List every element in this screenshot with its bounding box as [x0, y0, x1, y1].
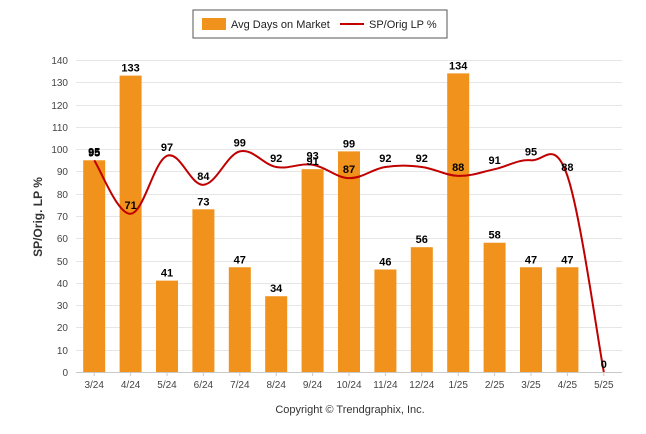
y-axis-title: SP/Orig. LP %: [31, 177, 45, 257]
bar-value-label: 134: [449, 60, 468, 72]
y-tick-label: 10: [57, 346, 69, 357]
bar-value-label: 56: [416, 234, 428, 246]
line-value-label: 91: [488, 155, 500, 167]
bar: [156, 280, 178, 372]
bar: [447, 73, 470, 372]
y-tick-label: 50: [57, 257, 69, 268]
line-value-label: 88: [561, 162, 573, 174]
bar: [483, 242, 506, 372]
x-tick-label: 4/25: [558, 380, 578, 391]
line-value-label: 71: [124, 200, 136, 212]
x-tick-label: 2/25: [485, 380, 505, 391]
bar: [119, 75, 142, 372]
legend-label-line: SP/Orig LP %: [369, 19, 437, 31]
x-tick-label: 5/25: [594, 380, 614, 391]
bar-value-label: 47: [561, 254, 573, 266]
bar-value-label: 0: [601, 359, 607, 371]
y-tick-label: 110: [52, 123, 68, 134]
line-value-label: 84: [197, 171, 210, 183]
legend: Avg Days on Market SP/Orig LP %: [192, 9, 448, 39]
x-tick-label: 3/25: [521, 380, 541, 391]
y-tick-label: 30: [57, 301, 69, 312]
bar: [374, 269, 397, 372]
bar: [265, 296, 288, 372]
y-axis: 0 10 20 30 40 50 60 70 80 90 100 110 120 130 140: [51, 56, 68, 379]
bar-value-label: 47: [234, 254, 246, 266]
legend-bar-swatch: [202, 18, 226, 30]
x-axis: 3/24 4/24 5/24 6/24 7/24 8/24 9/24 10/24 11/24 12…: [84, 372, 614, 391]
y-tick-label: 0: [62, 368, 68, 379]
bar: [192, 209, 215, 372]
bar-value-label: 47: [525, 254, 537, 266]
y-tick-label: 40: [57, 279, 69, 290]
line-series: [93, 150, 605, 373]
bar: [301, 169, 324, 372]
bar: [338, 151, 360, 372]
bar-value-label: 91: [306, 156, 318, 168]
y-tick-label: 80: [57, 190, 69, 201]
y-tick-label: 20: [57, 323, 69, 334]
x-tick-label: 10/24: [336, 380, 361, 391]
x-tick-label: 9/24: [303, 380, 323, 391]
bar-value-label: 58: [488, 230, 500, 242]
bar-value-label: 34: [270, 283, 283, 295]
y-tick-label: 120: [51, 101, 68, 112]
bar-value-label: 99: [343, 138, 355, 150]
sp-orig-lp-line: [93, 150, 605, 373]
y-tick-label: 140: [51, 56, 68, 67]
line-value-label: 92: [416, 153, 428, 165]
line-value-label: 92: [379, 153, 391, 165]
y-tick-label: 90: [57, 167, 69, 178]
line-value-label: 95: [88, 146, 100, 158]
x-tick-label: 3/24: [84, 380, 104, 391]
line-value-label: 97: [161, 142, 173, 154]
legend-label-bars: Avg Days on Market: [231, 19, 330, 31]
bars: [83, 73, 579, 372]
y-tick-label: 60: [57, 234, 69, 245]
bar-value-label: 41: [161, 268, 173, 280]
bar-value-label: 95: [88, 147, 100, 159]
line-value-label: 88: [452, 162, 464, 174]
copyright-footer: Copyright © Trendgraphix, Inc.: [275, 404, 424, 416]
x-tick-label: 4/24: [121, 380, 141, 391]
x-tick-label: 8/24: [266, 380, 286, 391]
data-labels: 95 133 41 73 47 34 91 99 46 56 134 58 47 47 0 95 71 97 84 9…: [88, 60, 607, 371]
x-tick-label: 5/24: [157, 380, 177, 391]
line-value-label: 95: [525, 146, 537, 158]
x-tick-label: 12/24: [409, 380, 434, 391]
bar: [556, 267, 579, 372]
y-tick-label: 100: [51, 145, 68, 156]
bar-value-label: 133: [121, 63, 139, 75]
x-tick-label: 1/25: [448, 380, 468, 391]
y-tick-label: 70: [57, 212, 69, 223]
bar-value-label: 73: [197, 196, 209, 208]
line-value-label: 93: [306, 151, 318, 163]
legend-box: [192, 9, 448, 39]
bar-value-label: 46: [379, 256, 391, 268]
bar: [83, 160, 106, 372]
line-value-label: 92: [270, 153, 282, 165]
line-value-label: 87: [343, 164, 355, 176]
x-tick-label: 6/24: [194, 380, 214, 391]
x-tick-label: 11/24: [373, 380, 398, 391]
line-value-label: 99: [234, 137, 246, 149]
x-tick-label: 7/24: [230, 380, 250, 391]
bar: [520, 267, 542, 372]
y-tick-label: 130: [51, 78, 68, 89]
bar: [410, 247, 433, 372]
bar: [228, 267, 251, 372]
